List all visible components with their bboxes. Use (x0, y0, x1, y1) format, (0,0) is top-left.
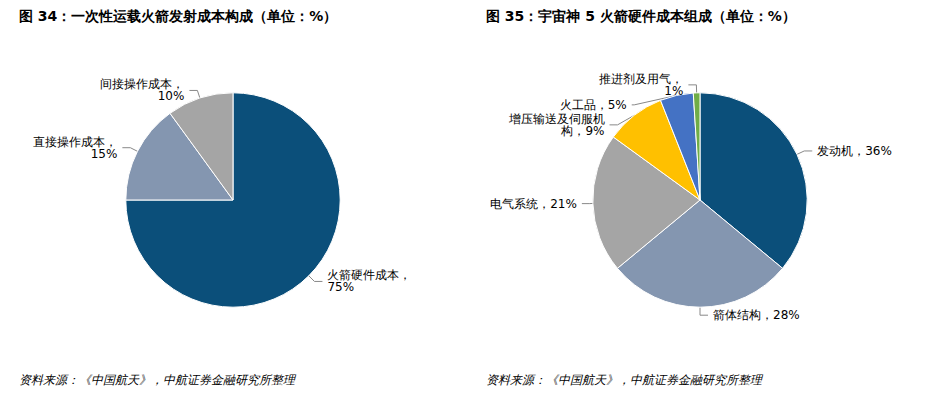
svg-text:图 35：宇宙神 5 火箭硬件成本组成（单位：%）: 图 35：宇宙神 5 火箭硬件成本组成（单位：%） (486, 8, 796, 24)
svg-text:间接操作成本，: 间接操作成本， (100, 77, 185, 92)
svg-text:箭体结构，28%: 箭体结构，28% (713, 308, 800, 322)
svg-text:火箭硬件成本，: 火箭硬件成本， (327, 268, 412, 283)
svg-text:1%: 1% (664, 84, 683, 98)
svg-text:直接操作成本，: 直接操作成本， (33, 134, 118, 149)
svg-text:资料来源：《中国航天》，中航证券金融研究所整理: 资料来源：《中国航天》，中航证券金融研究所整理 (19, 373, 297, 387)
svg-text:电气系统，21%: 电气系统，21% (490, 197, 577, 211)
svg-text:15%: 15% (91, 147, 118, 161)
svg-text:图 34：一次性运载火箭发射成本构成（单位：%）: 图 34：一次性运载火箭发射成本构成（单位：%） (19, 8, 337, 24)
svg-text:火工品，5%: 火工品，5% (560, 98, 627, 112)
svg-text:10%: 10% (158, 89, 185, 103)
svg-text:推进剂及用气，: 推进剂及用气， (599, 71, 684, 86)
svg-text:构，9%: 构，9% (560, 124, 604, 138)
svg-text:75%: 75% (327, 280, 354, 294)
svg-text:增压输送及伺服机: 增压输送及伺服机 (508, 111, 605, 126)
svg-text:资料来源：《中国航天》，中航证券金融研究所整理: 资料来源：《中国航天》，中航证券金融研究所整理 (486, 373, 764, 387)
svg-text:发动机，36%: 发动机，36% (817, 144, 892, 158)
